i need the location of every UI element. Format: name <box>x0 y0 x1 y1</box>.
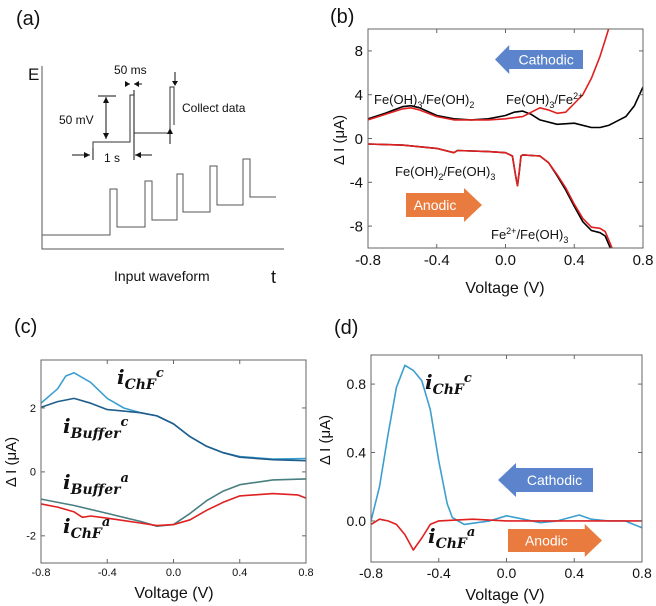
series-line-i_ChF_c <box>41 372 306 460</box>
panel-c-label: (c) <box>14 316 37 338</box>
annotation-feoh3-fe2plus: Fe(OH)3/Fe2+ <box>506 91 583 110</box>
y-axis-label: Δ I (μA) <box>317 415 334 465</box>
x-tick-label: 0.4 <box>565 565 585 581</box>
panel-a-label: (a) <box>16 8 40 30</box>
pulse-height-label: 50 mV <box>59 113 94 127</box>
annotation-feoh2-feoh3: Fe(OH)2/Fe(OH)3 <box>395 164 495 182</box>
series-line-i_ChF_a <box>41 492 306 527</box>
annotation-i-ChF-a: iChFa <box>63 514 110 542</box>
x-tick-label: -0.4 <box>427 565 451 581</box>
x-tick-label: 0.0 <box>495 252 516 269</box>
series-line-i_ChF_a <box>371 518 642 551</box>
collect-data-label: Collect data <box>182 101 246 115</box>
cathodic-arrow-label: Cathodic <box>518 52 573 68</box>
x-axis-label: Voltage (V) <box>465 587 544 604</box>
panel-b-chart: (b) Cathodic Anodic -0.8 -0.4 0.0 0.4 0.8 8 4 0 -4… <box>330 6 653 297</box>
y-tick-label: 2 <box>30 403 36 415</box>
x-axis-label-t: t <box>271 267 276 287</box>
series-line-red-anodic <box>368 143 613 248</box>
y-axis-label: Δ I (μA) <box>331 115 348 165</box>
axes <box>41 66 284 250</box>
cathodic-arrow-label: Cathodic <box>527 472 582 488</box>
panel-b-label: (b) <box>330 6 354 28</box>
series-line-black-cathodic <box>368 86 643 129</box>
panel-c-chart: (c) -0.8 -0.4 0.0 0.4 0.8 2 0 -2 Voltage (V) Δ I … <box>3 316 314 602</box>
x-axis-label: Voltage (V) <box>465 280 544 297</box>
dimension-arrowheads <box>84 81 178 158</box>
x-tick-label: -0.4 <box>98 567 117 579</box>
y-tick-label: 0.4 <box>347 444 367 460</box>
panel-d-label: (d) <box>334 317 358 339</box>
y-tick-label: 0.8 <box>347 376 367 392</box>
pulse-width-label: 50 ms <box>114 63 147 77</box>
y-tick-label: 0.0 <box>347 513 367 529</box>
x-tick-label: -0.8 <box>32 567 51 579</box>
annotation-i-ChF-c: iChFc <box>425 370 472 398</box>
staircase-waveform <box>42 158 276 236</box>
step-time-label: 1 s <box>104 151 120 165</box>
y-tick-label: 0 <box>30 467 36 479</box>
anodic-arrow <box>406 188 482 222</box>
annotation-i-ChF-a: iChFa <box>428 524 475 552</box>
y-tick-label: 0 <box>355 131 363 148</box>
x-tick-label: 0.8 <box>298 567 313 579</box>
series-line-i_Buffer_a <box>41 478 306 527</box>
x-tick-label: 0.0 <box>497 565 517 581</box>
x-tick-label: 0.4 <box>564 252 585 269</box>
anodic-arrow <box>508 524 602 557</box>
cathodic-arrow <box>495 45 583 74</box>
annotation-feoh3-feoh2: Fe(OH)3/Fe(OH)2 <box>374 92 474 110</box>
cathodic-arrow <box>498 463 593 497</box>
x-tick-label: -0.8 <box>355 252 381 269</box>
x-tick-label: 0.8 <box>632 565 652 581</box>
panel-a-waveform-diagram: (a) E t Input waveform 50 ms 50 mV 1 s C… <box>16 8 284 287</box>
x-tick-label: 0.8 <box>633 252 654 269</box>
x-tick-label: 0.4 <box>232 567 247 579</box>
x-tick-label: -0.4 <box>424 252 450 269</box>
annotation-i-Buffer-a: iBuffera <box>63 470 129 498</box>
anodic-arrow-label: Anodic <box>414 197 457 213</box>
y-axis-label-e: E <box>28 65 39 84</box>
annotation-i-Buffer-c: iBufferc <box>63 414 128 442</box>
y-tick-label: -4 <box>350 175 363 192</box>
series-line-black-anodic <box>368 143 612 248</box>
x-tick-label: -0.8 <box>359 565 383 581</box>
series-line-red-cathodic <box>368 29 610 121</box>
y-tick-label: -8 <box>350 218 363 235</box>
y-axis-label: Δ I (μA) <box>3 437 20 487</box>
x-tick-label: 0.0 <box>166 567 181 579</box>
y-tick-label: 8 <box>355 43 363 60</box>
plot-frame <box>370 354 643 563</box>
x-axis-label: Voltage (V) <box>134 585 213 602</box>
series-line-i_Buffer_c <box>41 397 306 462</box>
panel-d-chart: (d) Cathodic Anodic -0.8 -0.4 0.0 0.4 0.8 0.8 0.… <box>317 317 652 604</box>
anodic-arrow-label: Anodic <box>525 533 568 549</box>
series-line-i_ChF_c <box>371 364 642 529</box>
annotation-fe2plus-feoh3: Fe2+/Fe(OH)3 <box>491 226 568 245</box>
annotation-i-ChF-c: iChFc <box>117 365 164 393</box>
y-tick-label: -2 <box>26 531 36 543</box>
y-tick-label: 4 <box>355 87 363 104</box>
waveform-caption: Input waveform <box>114 268 210 284</box>
